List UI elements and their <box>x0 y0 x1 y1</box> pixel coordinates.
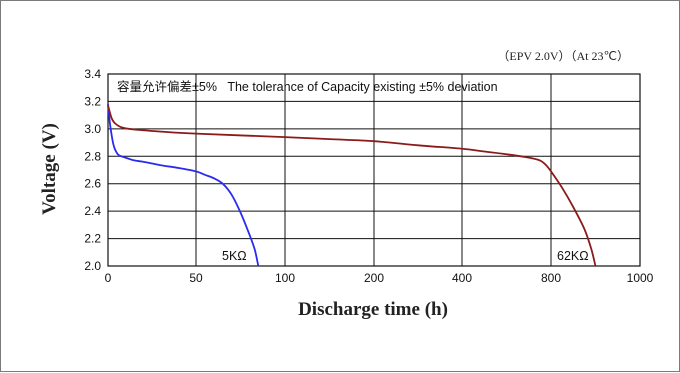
tolerance-annotation: 容量允许偏差±5% The tolerance of Capacity exis… <box>117 79 498 94</box>
y-tick-label: 3.4 <box>84 67 101 81</box>
y-tick-label: 3.0 <box>84 122 101 136</box>
series-label-62k: 62KΩ <box>557 249 589 263</box>
x-tick-label: 800 <box>541 271 561 285</box>
y-tick-label: 2.0 <box>84 259 101 273</box>
x-tick-labels: 0 50 100 200 400 800 1000 <box>105 271 654 285</box>
y-tick-label: 2.4 <box>84 204 101 218</box>
test-conditions: （EPV 2.0V）（At 23℃） <box>497 49 629 63</box>
series-label-5k: 5KΩ <box>222 249 247 263</box>
y-tick-label: 2.8 <box>84 149 101 163</box>
x-tick-label: 0 <box>105 271 112 285</box>
series-line-5k <box>107 104 260 267</box>
x-tick-label: 200 <box>364 271 384 285</box>
plot-border <box>107 73 641 267</box>
y-tick-label: 2.6 <box>84 177 101 191</box>
series-line-62k <box>107 105 597 267</box>
y-tick-label: 2.2 <box>84 232 101 246</box>
y-tick-labels: 2.0 2.2 2.4 2.6 2.8 3.0 3.2 3.4 <box>84 67 101 273</box>
x-axis-label: Discharge time (h) <box>298 299 448 320</box>
series-lines <box>107 104 597 267</box>
y-axis-label: Voltage (V) <box>39 123 60 215</box>
y-tick-label: 3.2 <box>84 94 101 108</box>
x-tick-label: 1000 <box>627 271 654 285</box>
x-tick-label: 400 <box>452 271 472 285</box>
x-tick-label: 50 <box>189 271 203 285</box>
x-tick-label: 100 <box>275 271 295 285</box>
